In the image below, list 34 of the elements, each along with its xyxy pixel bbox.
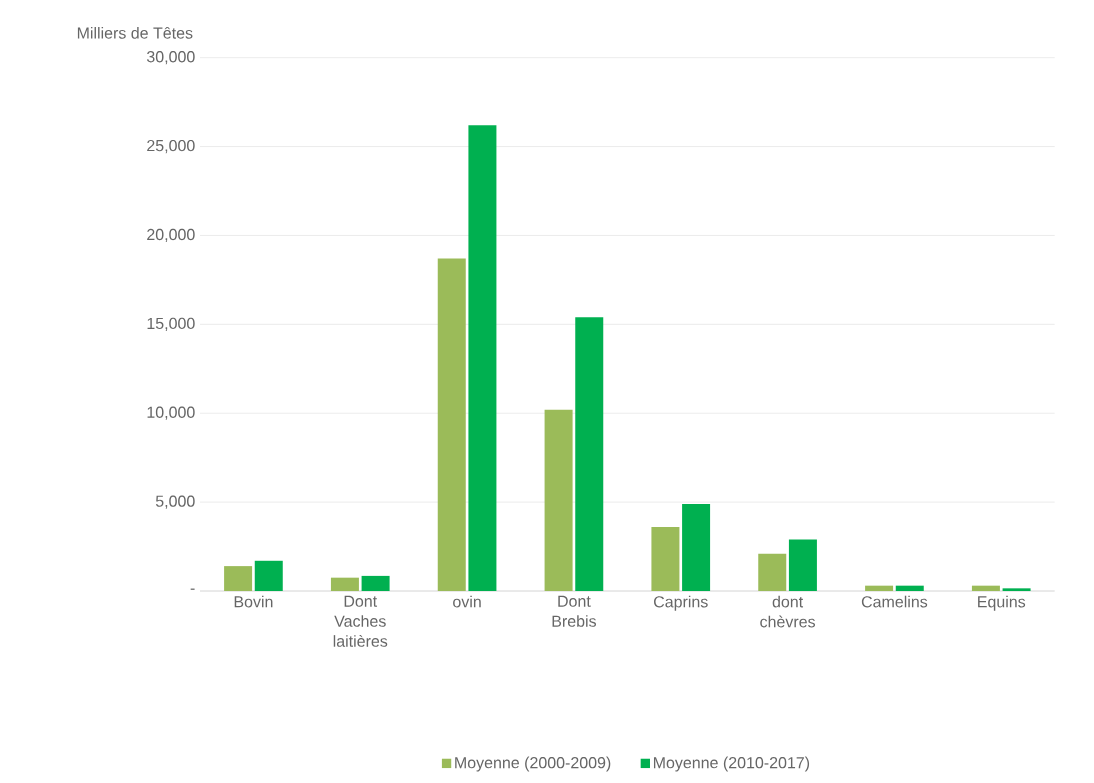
y-tick-label: - [190,588,195,590]
bar [437,258,466,591]
bar [682,503,711,591]
x-tick-label: Caprins [654,595,708,611]
x-tick-label: Dont Brebis [552,595,597,627]
x-tick-label: ovin [453,595,481,608]
x-tick-label: Dont Vaches laitières [333,595,388,647]
y-axis-title: Milliers de Têtes [77,26,193,39]
bar [758,553,787,591]
y-tick-label: 20,000 [147,228,195,243]
bar [651,527,680,591]
y-tick-label: 30,000 [146,51,195,65]
bar [330,577,359,591]
x-tick-label: dont chèvres [760,595,816,628]
bar [1002,588,1031,591]
bar [788,539,817,591]
y-tick-label: 10,000 [147,406,195,420]
bar [865,585,894,591]
bar [895,585,924,591]
bar [971,585,1000,591]
y-tick-label: 5,000 [155,495,195,509]
y-tick-label: 25,000 [147,139,195,154]
legend-label: Moyenne (2010-2017) [653,756,810,772]
x-tick-label: Equins [978,595,1026,611]
bar [468,125,497,591]
bar [254,560,283,591]
bar [544,409,573,591]
x-tick-label: Bovin [234,595,273,608]
x-tick-label: Camelins [861,595,928,608]
legend-label: Moyenne (2000-2009) [455,756,611,772]
bar [361,575,390,591]
bar [224,566,253,591]
bar [575,317,604,591]
y-tick-label: 15,000 [147,317,195,331]
